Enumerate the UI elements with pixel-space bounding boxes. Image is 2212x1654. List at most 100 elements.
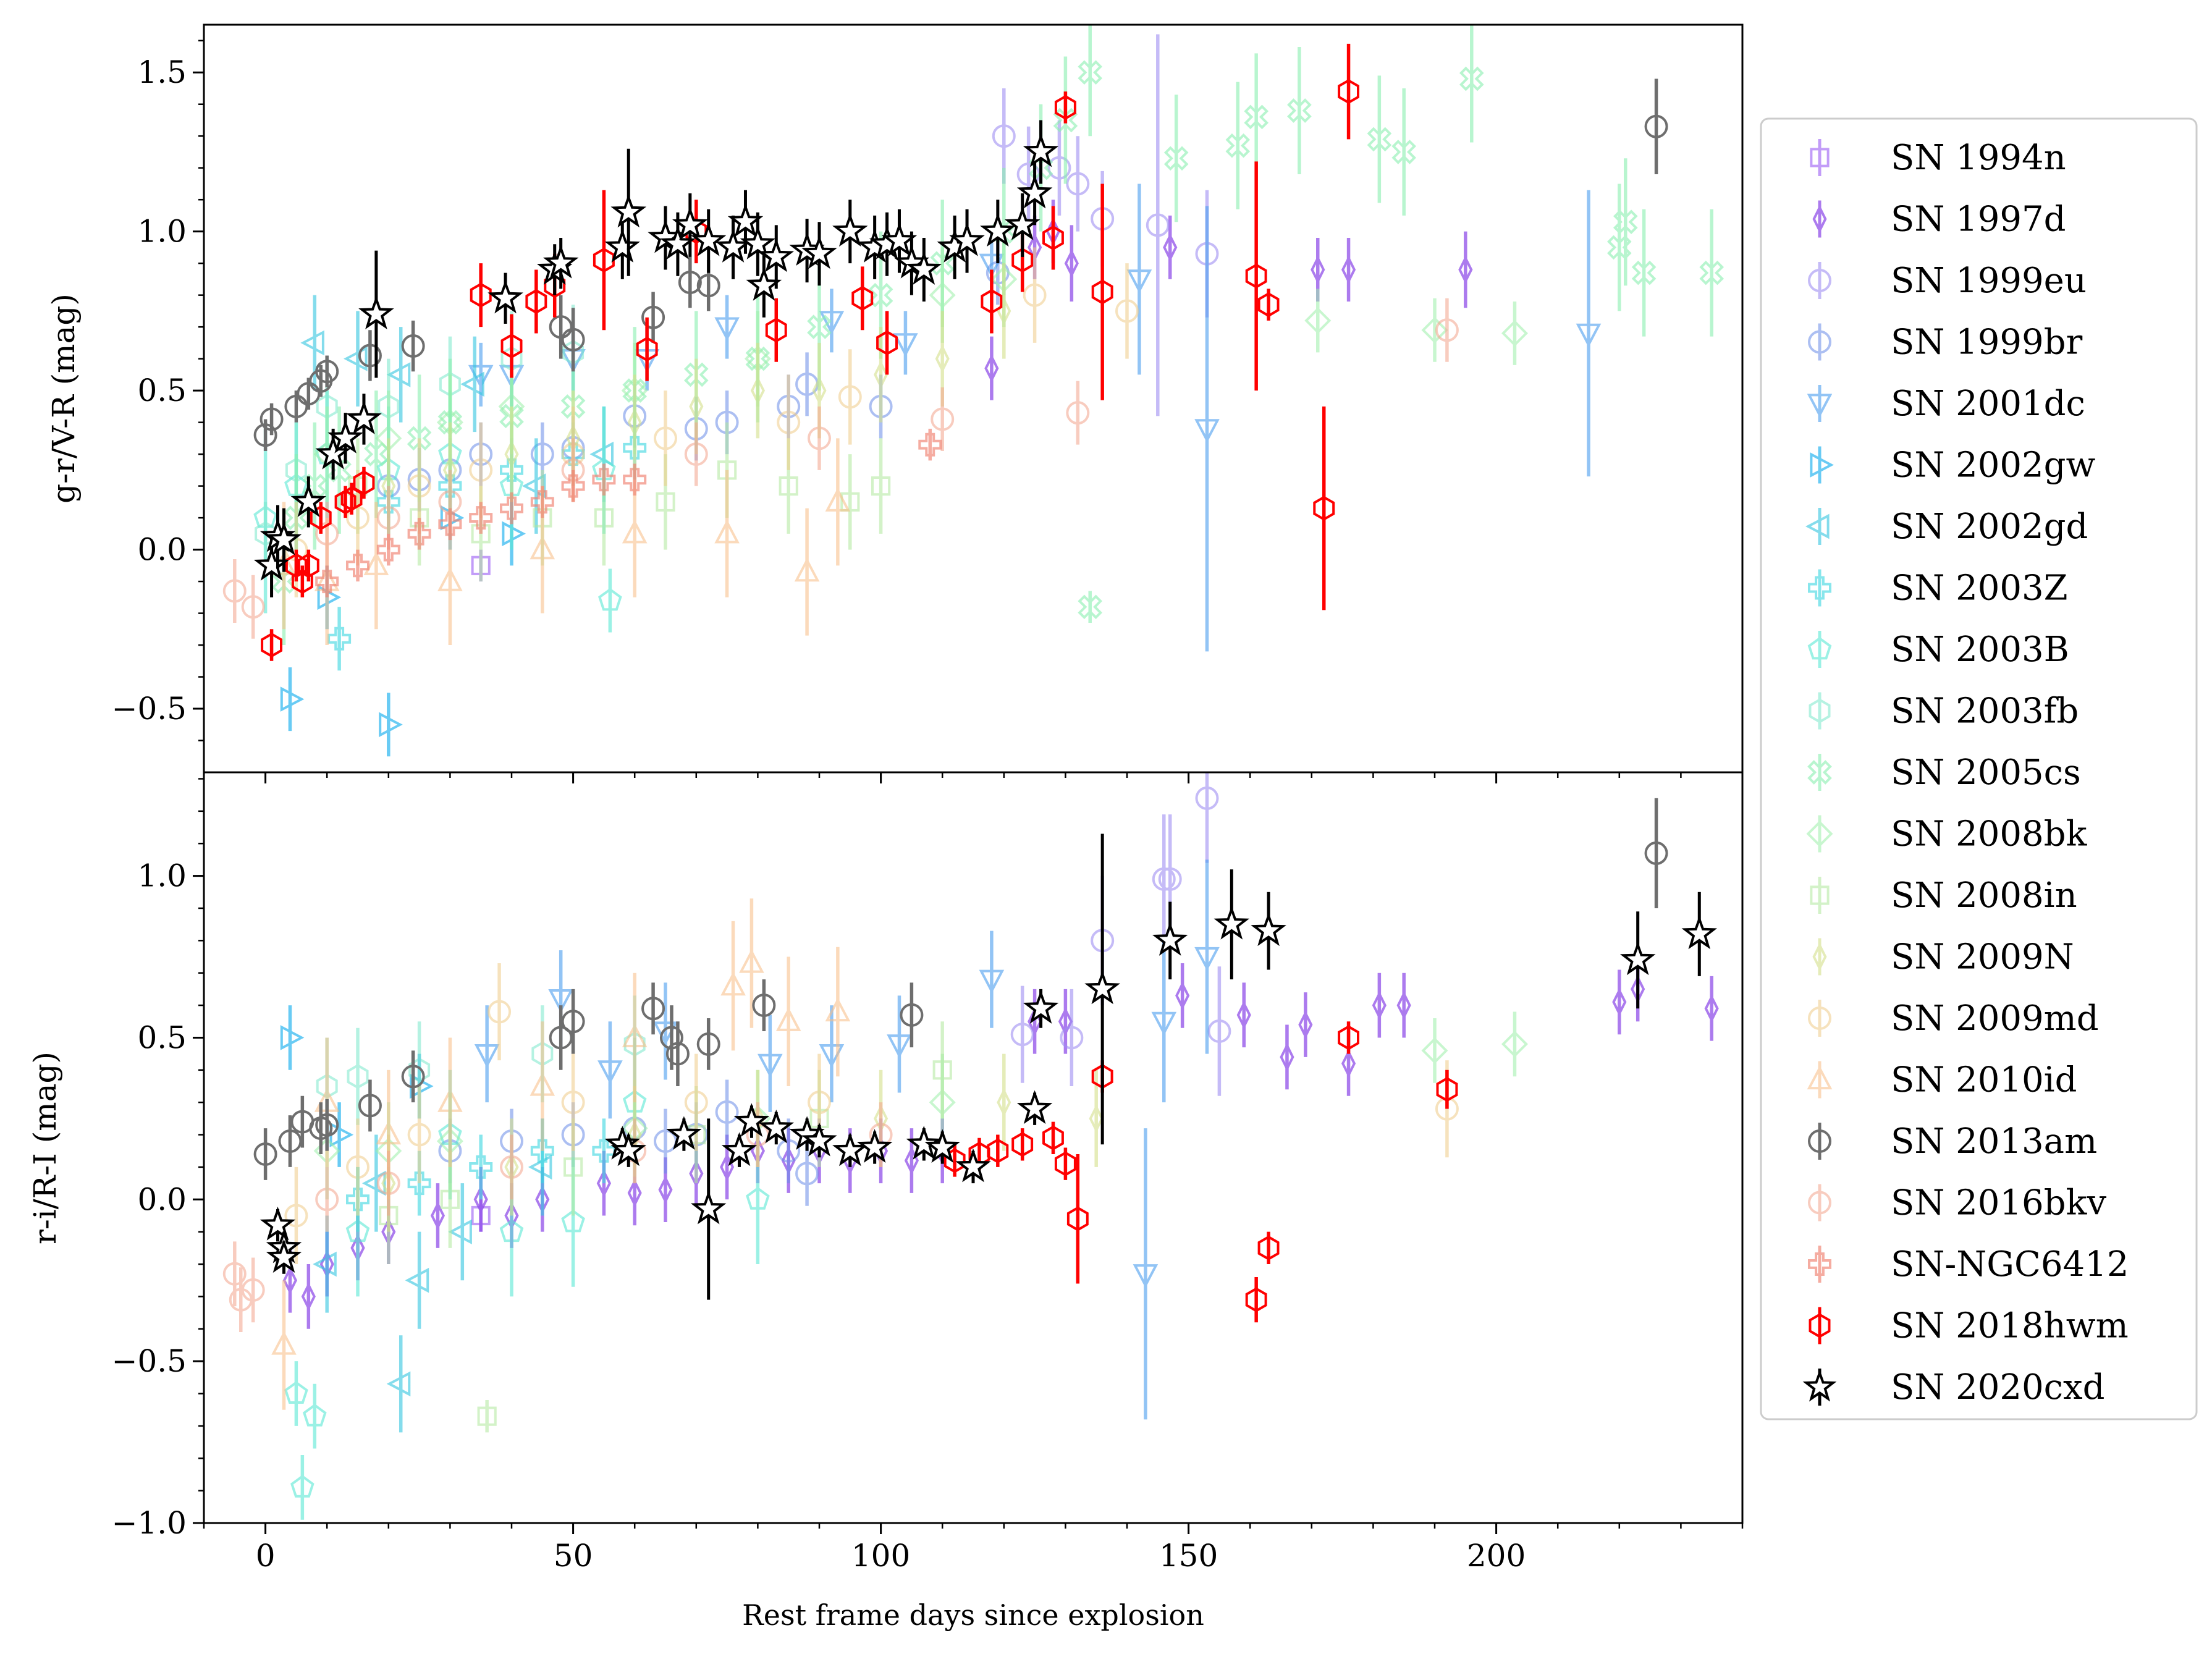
legend-item-sn-1999eu: SN 1999eu (1808, 261, 2087, 301)
legend-label: SN 2003Z (1891, 568, 2068, 609)
point-sn-2020cxd (980, 213, 1016, 247)
point-sn-2020cxd (721, 1132, 758, 1167)
point-sn-2005cs (407, 426, 432, 451)
legend-marker-sn-2003b (1807, 636, 1832, 660)
bottom-panel-data (222, 772, 1719, 1520)
y-tick-label: 1.0 (137, 858, 187, 894)
top-panel-data (222, 25, 1724, 757)
top-panel-ylabel: g-r/V-R (mag) (46, 293, 82, 504)
point-sn-1997d (1058, 1007, 1073, 1036)
point-sn-2001dc (1126, 269, 1152, 293)
point-sn-2009md (838, 385, 862, 409)
point-sn-2003fb (347, 1064, 369, 1089)
x-tick-label: 150 (1159, 1538, 1218, 1574)
point-sn-2003z (346, 1188, 369, 1212)
point-sn-2008bk (1501, 319, 1529, 347)
legend-swatch-sn-2008bk (1806, 815, 1833, 853)
point-sn-ngc6412 (407, 521, 431, 546)
point-sn-2020cxd (690, 222, 727, 256)
legend-swatch-sn-2010id (1807, 1061, 1833, 1099)
point-sn-1997d (596, 1168, 612, 1198)
point-sn-ngc6412 (315, 570, 339, 594)
point-sn-2016bkv (315, 521, 339, 546)
point-sn-2020cxd (1152, 922, 1188, 956)
point-sn-2013am (665, 1042, 690, 1066)
point-sn-2005cs (364, 442, 389, 466)
point-sn-2020cxd (327, 420, 363, 454)
point-sn-2013am (401, 1065, 425, 1089)
legend-label: SN 2002gw (1891, 445, 2096, 486)
point-sn-2009n (504, 439, 519, 469)
point-sn-2009n (627, 408, 642, 437)
series-sn-2009md-bottom (284, 963, 1459, 1265)
legend-item-sn-2001dc: SN 2001dc (1807, 384, 2085, 424)
point-sn-2013am (696, 1032, 720, 1056)
legend-marker-sn-2003fb (1809, 698, 1831, 724)
point-sn-2020cxd (906, 251, 942, 285)
point-sn-2016bkv (808, 426, 831, 450)
point-sn-2016bkv (500, 1155, 523, 1179)
point-sn-2020cxd (260, 1206, 296, 1241)
point-sn-1999br (530, 442, 554, 466)
point-sn-1997d (1064, 249, 1079, 278)
point-sn-2009md (1023, 283, 1047, 307)
point-sn-2010id (437, 567, 463, 591)
point-sn-2010id (271, 1331, 297, 1355)
point-sn-2001dc (887, 1034, 912, 1058)
legend-label: SN 2013am (1891, 1121, 2097, 1162)
point-sn-ngc6412 (469, 506, 493, 530)
point-sn-2020cxd (290, 483, 327, 517)
point-sn-1997d (1236, 1000, 1251, 1029)
point-sn-2018hwm (1091, 279, 1113, 305)
point-sn-2008in (656, 492, 675, 512)
point-sn-2020cxd (358, 295, 394, 329)
point-sn-2001dc (548, 989, 574, 1013)
legend: SN 1994n SN 1997d SN 1999eu SN 1999br SN 200… (1760, 117, 2198, 1420)
point-sn-2013am (315, 360, 339, 384)
point-sn-2005cs (1287, 98, 1312, 123)
point-sn-2018hwm (1338, 78, 1359, 104)
point-sn-2009md (654, 426, 677, 450)
point-sn-2009md (407, 1123, 431, 1147)
point-sn-2005cs (1244, 104, 1269, 130)
point-sn-2013am (641, 305, 665, 329)
point-sn-2005cs (1699, 260, 1724, 285)
point-sn-2020cxd (924, 1129, 960, 1163)
legend-marker-sn-2005cs (1807, 760, 1832, 785)
point-sn-2008bk (929, 282, 956, 309)
legend-swatch-sn-1999eu (1808, 262, 1831, 299)
point-sn-1999eu (1060, 1026, 1084, 1050)
point-sn-2020cxd (727, 203, 764, 237)
point-sn-2013am (297, 382, 321, 406)
point-sn-1997d (658, 1175, 673, 1204)
point-sn-2018hwm (500, 333, 523, 359)
legend-swatch-sn-2013am (1808, 1123, 1831, 1160)
point-sn-2020cxd (1016, 1090, 1053, 1124)
point-sn-2003b (598, 588, 622, 611)
y-tick-label: 1.0 (137, 214, 187, 250)
point-sn-2016bkv (222, 579, 247, 603)
legend-label: SN 2018hwm (1891, 1306, 2129, 1346)
point-sn-1997d (1298, 1010, 1313, 1039)
point-sn-2013am (900, 1003, 924, 1027)
series-sn-2013am-bottom (253, 798, 1668, 1180)
point-sn-2001dc (714, 317, 740, 342)
point-sn-2020cxd (315, 435, 351, 470)
point-sn-1997d (1175, 981, 1190, 1010)
point-sn-2018hwm (593, 247, 615, 273)
point-sn-1999eu (1207, 1019, 1231, 1043)
point-sn-2008in (594, 508, 614, 528)
y-tick-label: 1.5 (137, 54, 187, 90)
point-sn-2010id (376, 1120, 402, 1145)
legend-marker-sn-1999eu (1808, 269, 1831, 292)
point-sn-1999eu (1152, 867, 1176, 891)
point-sn-2016bkv (222, 1262, 247, 1286)
point-sn-2013am (358, 344, 382, 368)
x-tick-label: 50 (554, 1538, 593, 1574)
point-sn-1999br (715, 1100, 739, 1124)
point-sn-2002gd (521, 473, 546, 499)
point-sn-2008in (840, 492, 860, 512)
series-sn-2013am-top (253, 78, 1668, 451)
y-tick-label: −1.0 (112, 1505, 187, 1541)
legend-swatch-sn-ngc6412 (1808, 1246, 1831, 1283)
